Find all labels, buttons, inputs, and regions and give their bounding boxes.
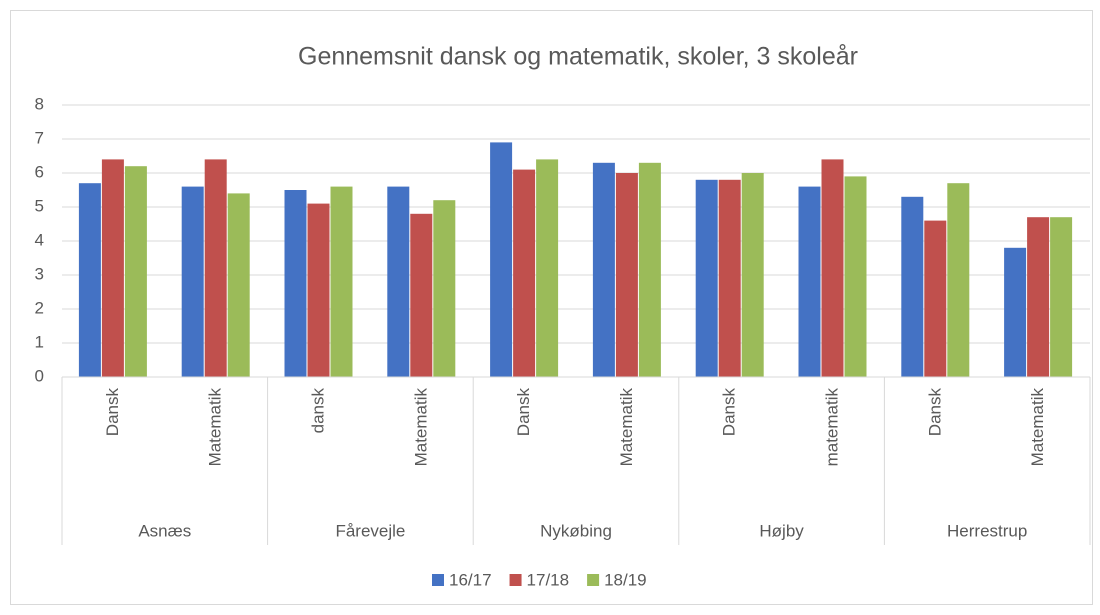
x-tick-label: Dansk	[514, 388, 533, 437]
x-tick-label: Dansk	[925, 388, 944, 437]
x-tick-label: Matematik	[617, 388, 636, 467]
bar	[433, 200, 456, 377]
bar	[695, 179, 718, 377]
x-tick-label: Dansk	[720, 388, 739, 437]
legend-swatch	[509, 574, 522, 586]
x-tick-label: Matematik	[1028, 388, 1047, 467]
bar	[1027, 217, 1050, 377]
bar	[536, 159, 559, 377]
bar	[330, 186, 353, 377]
group-label: Herrestrup	[947, 521, 1027, 540]
y-tick-label: 5	[35, 196, 44, 215]
group-label: Højby	[759, 521, 804, 540]
group-label: Nykøbing	[540, 521, 612, 540]
legend-swatch	[432, 574, 444, 586]
bar	[1004, 247, 1027, 377]
group-label: Fårevejle	[335, 521, 405, 540]
x-tick-label: Matematik	[206, 388, 225, 467]
x-tick-label: matematik	[822, 388, 841, 467]
bar	[307, 203, 330, 377]
y-tick-label: 3	[35, 264, 44, 283]
bar	[124, 166, 147, 377]
bar	[284, 190, 307, 377]
bar	[204, 159, 227, 377]
bar	[821, 159, 844, 377]
bar	[1050, 217, 1073, 377]
bar	[227, 193, 250, 377]
bar	[490, 142, 513, 377]
y-tick-label: 0	[35, 366, 44, 385]
bar	[718, 179, 741, 377]
bar	[798, 186, 821, 377]
bar	[741, 173, 764, 377]
x-tick-label: dansk	[308, 388, 327, 434]
y-tick-label: 7	[35, 128, 44, 147]
y-tick-label: 1	[35, 332, 44, 351]
y-tick-label: 4	[35, 230, 44, 249]
chart-title: Gennemsnit dansk og matematik, skoler, 3…	[298, 43, 858, 71]
bar	[592, 162, 615, 377]
y-tick-label: 2	[35, 298, 44, 317]
bar	[924, 220, 947, 377]
bar	[844, 176, 867, 377]
bar	[615, 173, 638, 377]
bar	[410, 213, 433, 377]
legend-label: 17/18	[527, 570, 570, 589]
x-tick-label: Matematik	[411, 388, 430, 467]
legend-swatch	[587, 574, 600, 586]
x-tick-label: Dansk	[103, 388, 122, 437]
bar	[101, 159, 124, 377]
bar	[387, 186, 410, 377]
bar	[181, 186, 204, 377]
bar	[947, 183, 970, 377]
legend-label: 18/19	[604, 570, 647, 589]
bar	[901, 196, 924, 377]
bar	[513, 169, 536, 377]
legend-label: 16/17	[449, 570, 492, 589]
group-label: Asnæs	[138, 521, 191, 540]
y-tick-label: 6	[35, 162, 44, 181]
y-tick-label: 8	[35, 94, 44, 113]
bar	[638, 162, 661, 377]
bar	[78, 183, 101, 377]
